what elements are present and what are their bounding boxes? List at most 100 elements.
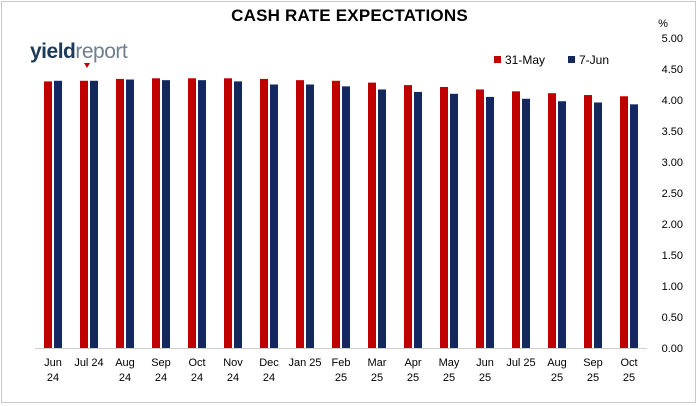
x-tick-label-line: 25 xyxy=(443,372,455,384)
bar-7-jun-11 xyxy=(450,93,458,348)
bars-layer xyxy=(44,78,638,349)
bar-7-jun-9 xyxy=(378,89,386,349)
y-tick-label: 2.00 xyxy=(662,219,683,231)
y-axis-unit-label: % xyxy=(658,18,668,30)
x-tick-label: Sep 24 xyxy=(151,357,171,384)
legend: 31-May 7-Jun xyxy=(494,53,609,67)
bar-7-jun-3 xyxy=(162,80,170,348)
bar-31-may-15 xyxy=(584,95,592,348)
bar-7-jun-7 xyxy=(306,84,314,348)
bar-7-jun-2 xyxy=(126,79,134,348)
x-tick-label-line: 24 xyxy=(191,372,203,384)
y-tick-label: 1.50 xyxy=(662,250,683,262)
x-tick-label-line: 25 xyxy=(587,372,599,384)
legend-label-0: 31-May xyxy=(505,53,545,67)
x-tick-label: Jan 25 xyxy=(288,357,321,369)
y-tick-label: 5.00 xyxy=(662,33,683,45)
bar-31-may-0 xyxy=(44,81,52,349)
bar-7-jun-14 xyxy=(558,101,566,349)
bar-7-jun-0 xyxy=(54,80,62,348)
y-tick-label: 1.00 xyxy=(662,281,683,293)
y-tick-label: 0.00 xyxy=(662,343,683,355)
bar-31-may-12 xyxy=(476,89,484,349)
x-tick-label-line: 24 xyxy=(155,372,167,384)
bar-31-may-16 xyxy=(620,96,628,348)
x-tick-label: Dec 24 xyxy=(259,357,279,384)
x-tick-label: Oct 24 xyxy=(188,357,205,384)
y-tick-label: 4.00 xyxy=(662,95,683,107)
bar-31-may-3 xyxy=(152,78,160,349)
bar-31-may-6 xyxy=(260,78,268,349)
yieldreport-logo: yieldreport xyxy=(30,40,128,64)
bar-31-may-9 xyxy=(368,82,376,348)
bar-7-jun-10 xyxy=(414,91,422,348)
bar-7-jun-12 xyxy=(486,96,494,349)
x-tick-label-line: 25 xyxy=(479,372,491,384)
x-tick-label-line: 25 xyxy=(623,372,635,384)
x-tick-label-line: Oct xyxy=(620,357,637,369)
bar-31-may-10 xyxy=(404,85,412,349)
x-tick-label-line: 24 xyxy=(263,372,275,384)
bar-7-jun-5 xyxy=(234,81,242,349)
bar-31-may-14 xyxy=(548,93,556,349)
logo-marker-icon xyxy=(84,63,90,68)
x-tick-label: May 25 xyxy=(439,357,460,384)
logo-text-light: report xyxy=(75,40,128,63)
y-tick-label: 3.50 xyxy=(662,126,683,138)
y-tick-label: 3.00 xyxy=(662,157,683,169)
legend-swatch-0 xyxy=(494,56,501,63)
bar-7-jun-15 xyxy=(594,102,602,348)
x-tick-label-line: Nov xyxy=(223,357,243,369)
x-tick-label: Feb 25 xyxy=(332,357,351,384)
y-tick-label: 0.50 xyxy=(662,312,683,324)
x-tick-label: Aug 24 xyxy=(115,357,135,384)
x-tick-label-line: Jan 25 xyxy=(288,357,321,369)
bar-7-jun-1 xyxy=(90,80,98,348)
bar-31-may-1 xyxy=(80,80,88,348)
x-tick-label: Sep 25 xyxy=(583,357,603,384)
bar-31-may-4 xyxy=(188,78,196,349)
x-tick-label-line: 25 xyxy=(335,372,347,384)
x-tick-label-line: Sep xyxy=(583,357,603,369)
x-tick-label-line: 24 xyxy=(227,372,239,384)
legend-label-1: 7-Jun xyxy=(579,53,609,67)
x-tick-label-line: Mar xyxy=(368,357,387,369)
bar-7-jun-4 xyxy=(198,80,206,348)
y-tick-label: 2.50 xyxy=(662,188,683,200)
x-axis: Jun 24 Jul 24 Aug 24 Sep 24 Oct 24 Nov 24 Dec 24 Jan … xyxy=(35,348,647,384)
x-tick-label-line: Aug xyxy=(115,357,135,369)
x-tick-label: Jul 25 xyxy=(506,357,535,369)
bar-7-jun-6 xyxy=(270,84,278,348)
bar-31-may-2 xyxy=(116,78,124,349)
bar-31-may-11 xyxy=(440,86,448,348)
bar-31-may-8 xyxy=(332,80,340,348)
x-tick-label: Mar 25 xyxy=(368,357,387,384)
x-tick-label: Jul 24 xyxy=(74,357,103,369)
x-tick-label-line: Apr xyxy=(404,357,421,369)
x-tick-label-line: 25 xyxy=(407,372,419,384)
x-tick-label-line: Feb xyxy=(332,357,351,369)
x-tick-label-line: 25 xyxy=(551,372,563,384)
x-tick-label-line: Jun xyxy=(476,357,494,369)
x-tick-label: Aug 25 xyxy=(547,357,567,384)
logo-text-bold: yield xyxy=(30,40,76,63)
bar-7-jun-16 xyxy=(630,104,638,348)
bar-31-may-13 xyxy=(512,91,520,348)
y-tick-label: 4.50 xyxy=(662,64,683,76)
x-tick-label-line: 24 xyxy=(119,372,131,384)
x-tick-label-line: Aug xyxy=(547,357,567,369)
x-tick-label: Jun 24 xyxy=(44,357,62,384)
x-tick-label-line: Jul 25 xyxy=(506,357,535,369)
bar-31-may-7 xyxy=(296,80,304,348)
x-tick-label: Nov 24 xyxy=(223,357,243,384)
legend-swatch-1 xyxy=(568,56,575,63)
bar-7-jun-8 xyxy=(342,86,350,349)
bar-31-may-5 xyxy=(224,78,232,349)
x-tick-label: Jun 25 xyxy=(476,357,494,384)
x-tick-label-line: 25 xyxy=(371,372,383,384)
x-tick-label-line: Sep xyxy=(151,357,171,369)
bar-7-jun-13 xyxy=(522,98,530,348)
chart-title: CASH RATE EXPECTATIONS xyxy=(231,6,468,25)
x-tick-label-line: Jun xyxy=(44,357,62,369)
